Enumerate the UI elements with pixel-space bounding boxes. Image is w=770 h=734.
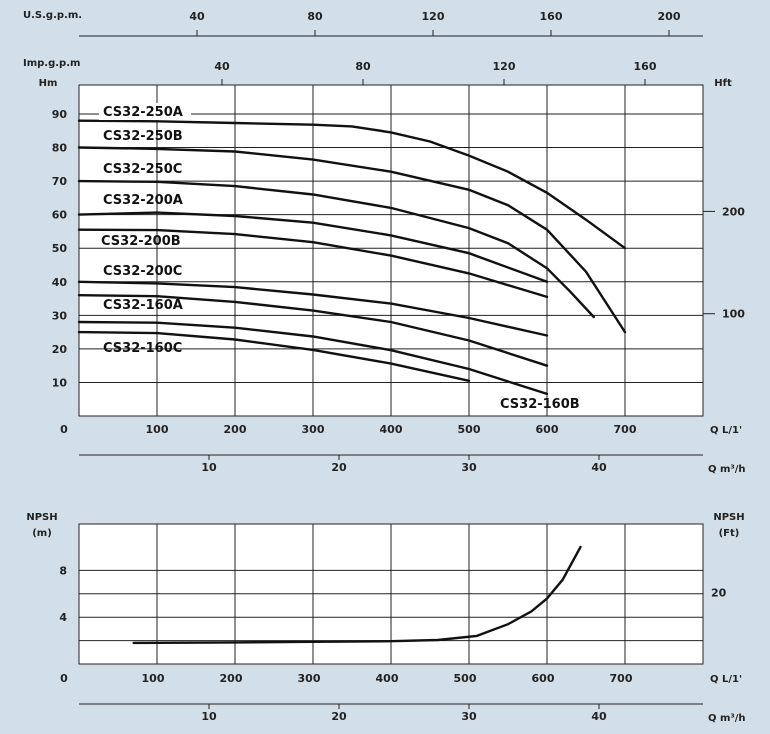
head-x-tick-label: 700 <box>614 423 637 436</box>
npsh-x-axis-label: Q L/1' <box>710 674 742 685</box>
head-x-axis-label: Q L/1' <box>710 425 742 436</box>
head-x-tick-label: 600 <box>536 423 559 436</box>
head-y-tick-label: 60 <box>52 209 68 222</box>
m3h-tick-label: 30 <box>461 461 477 474</box>
head-x-tick-label: 0 <box>60 423 68 436</box>
npsh-x-tick-label: 200 <box>220 672 243 685</box>
npsh-y-tick-label: 4 <box>59 611 67 624</box>
npsh-x-tick-label: 400 <box>376 672 399 685</box>
head-y-tick-label: 70 <box>52 175 68 188</box>
impgpm-tick-label: 40 <box>214 60 230 73</box>
head-curve-cs32-200b <box>77 228 549 299</box>
npsh-y-axis-unit: (m) <box>32 528 52 539</box>
curve-label: CS32-200B <box>101 234 181 249</box>
npsh-ft-tick-label: 20 <box>711 587 727 600</box>
head-curve-cs32-250c <box>77 179 595 319</box>
head-y-tick-label: 20 <box>52 343 68 356</box>
curve-label: CS32-250B <box>103 129 183 144</box>
npsh-m3h-axis-label: Q m³/h <box>708 713 746 724</box>
npsh-y-tick-label: 8 <box>59 564 67 577</box>
npsh-y-axis-label: NPSH <box>26 512 57 523</box>
npsh-curve <box>132 545 582 645</box>
head-curve-cs32-250a <box>77 119 627 250</box>
head-y-tick-label: 50 <box>52 242 68 255</box>
head-y-tick-label: 90 <box>52 108 68 121</box>
npsh-right-axis-label: NPSH <box>713 512 744 523</box>
head-y-tick-label: 30 <box>52 309 68 322</box>
head-x-tick-label: 500 <box>458 423 481 436</box>
curve-label: CS32-200A <box>103 193 183 208</box>
curve-label: CS32-250C <box>103 162 182 177</box>
m3h-tick-label: 40 <box>591 461 607 474</box>
head-curve-cs32-160a <box>77 294 549 367</box>
m3h-tick-label: 20 <box>331 461 347 474</box>
npsh-x-tick-label: 300 <box>298 672 321 685</box>
curve-label: CS32-250A <box>103 105 183 120</box>
head-y-tick-label: 10 <box>52 376 68 389</box>
npsh-m3h-tick-label: 40 <box>591 710 607 723</box>
usgpm-tick-label: 160 <box>540 10 563 23</box>
npsh-x-tick-label: 500 <box>454 672 477 685</box>
curve-label: CS32-200C <box>103 264 182 279</box>
head-x-tick-label: 200 <box>224 423 247 436</box>
npsh-plot-frame <box>78 523 704 665</box>
npsh-x-tick-label: 0 <box>60 672 68 685</box>
usgpm-tick-label: 200 <box>658 10 681 23</box>
head-curve-cs32-160b <box>77 320 549 396</box>
impgpm-axis-label: Imp.g.p.m <box>23 58 80 69</box>
impgpm-tick-label: 160 <box>634 60 657 73</box>
hft-tick-label: 100 <box>722 308 745 321</box>
npsh-x-tick-label: 600 <box>532 672 555 685</box>
head-y-tick-label: 80 <box>52 142 68 155</box>
impgpm-tick-label: 80 <box>355 60 371 73</box>
head-x-tick-label: 300 <box>302 423 325 436</box>
npsh-m3h-tick-label: 30 <box>461 710 477 723</box>
curve-label-bg <box>99 103 191 120</box>
usgpm-tick-label: 40 <box>189 10 205 23</box>
head-curve-cs32-160c <box>77 330 471 382</box>
head-x-tick-label: 100 <box>146 423 169 436</box>
head-curve-cs32-200a <box>77 211 549 283</box>
head-curve-cs32-200c <box>77 280 549 337</box>
impgpm-tick-label: 120 <box>493 60 516 73</box>
head-right-axis-label: Hft <box>714 78 732 89</box>
curve-label: CS32-160C <box>103 341 182 356</box>
m3h-axis-label: Q m³/h <box>708 464 746 475</box>
npsh-x-tick-label: 700 <box>610 672 633 685</box>
head-x-tick-label: 400 <box>380 423 403 436</box>
npsh-x-tick-label: 100 <box>142 672 165 685</box>
usgpm-axis-label: U.S.g.p.m. <box>23 10 82 21</box>
head-curve-cs32-250b <box>77 146 627 334</box>
hft-tick-label: 200 <box>722 205 745 218</box>
m3h-tick-label: 10 <box>201 461 217 474</box>
npsh-right-axis-unit: (Ft) <box>719 528 740 539</box>
usgpm-tick-label: 120 <box>422 10 445 23</box>
head-y-axis-label: Hm <box>39 78 58 89</box>
head-y-tick-label: 40 <box>52 276 68 289</box>
usgpm-tick-label: 80 <box>307 10 323 23</box>
head-plot-frame <box>78 84 704 417</box>
curve-label: CS32-160B <box>500 397 580 412</box>
npsh-m3h-tick-label: 20 <box>331 710 347 723</box>
npsh-m3h-tick-label: 10 <box>201 710 217 723</box>
curve-label: CS32-160A <box>103 298 183 313</box>
